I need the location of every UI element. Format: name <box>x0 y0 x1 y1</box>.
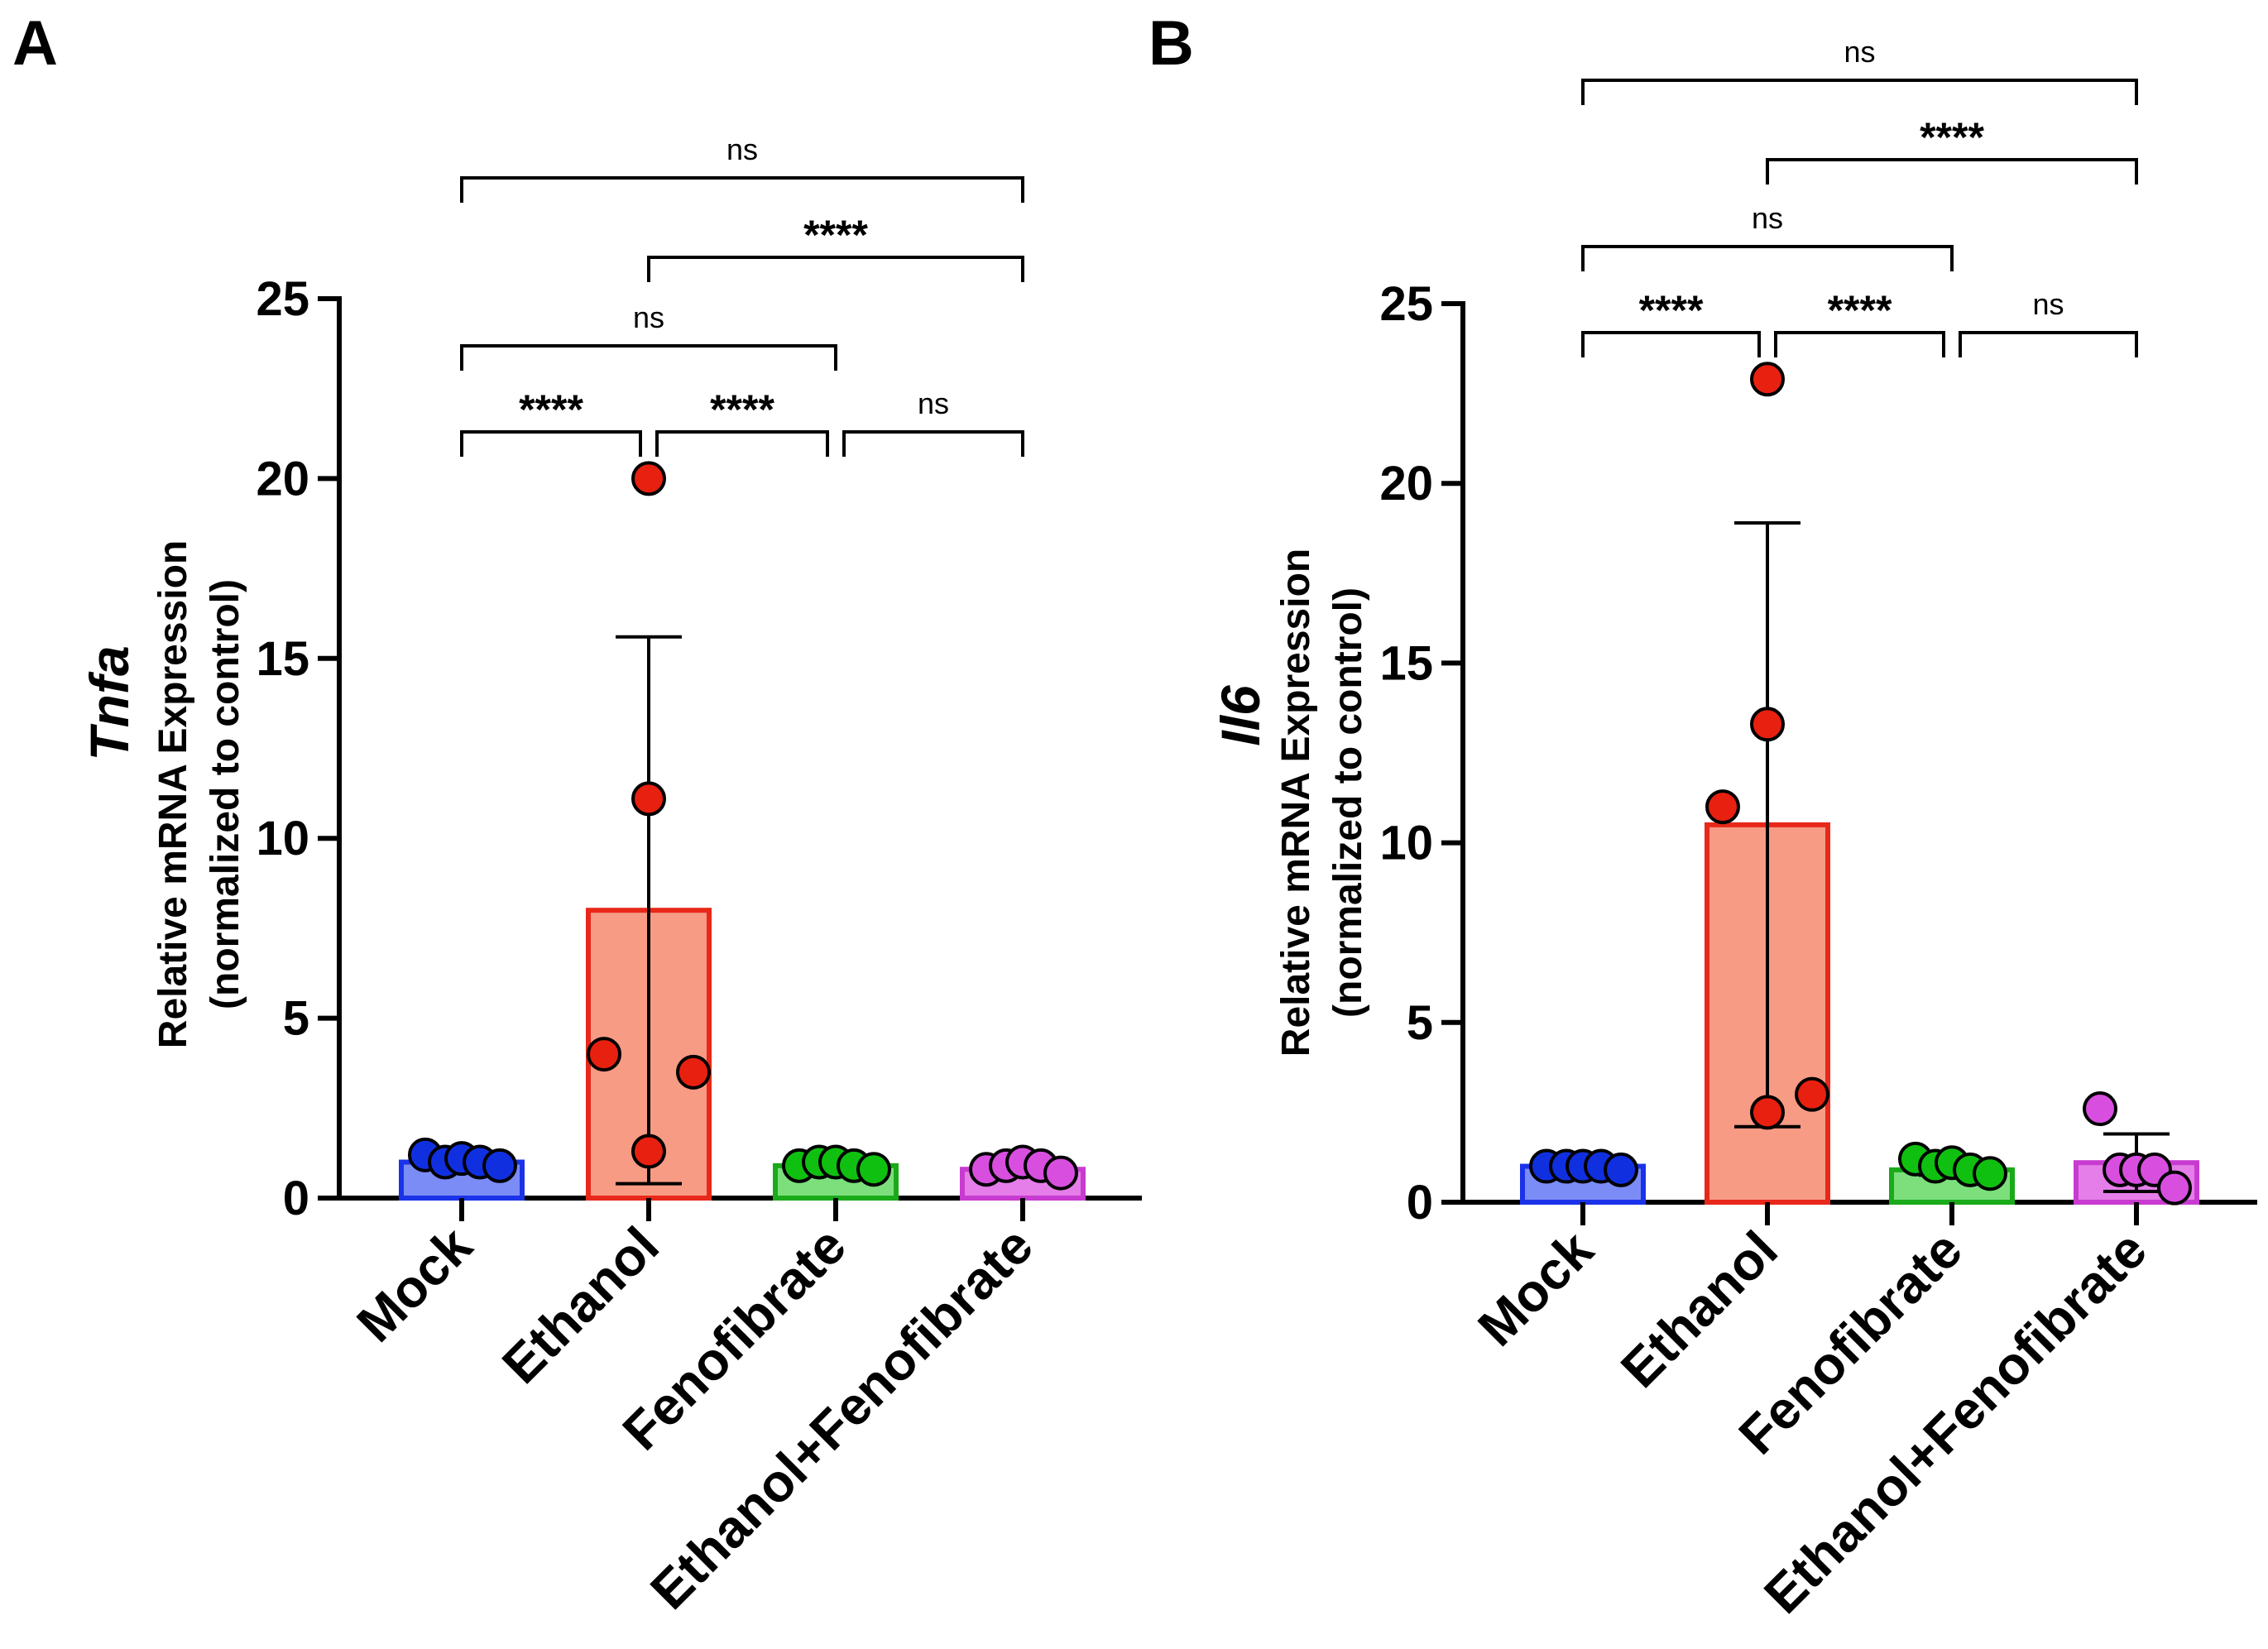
y-tick-label: 5 <box>283 992 309 1046</box>
significance-label: **** <box>519 386 583 433</box>
y-tick-label: 10 <box>256 812 309 865</box>
significance-bracket <box>1766 158 2138 185</box>
x-category-label: Mock <box>1466 1220 1604 1358</box>
significance-bracket <box>460 430 642 457</box>
y-axis-gene-label-b: Il6 <box>1210 684 1271 746</box>
y-tick-label: 0 <box>283 1172 309 1225</box>
significance-bracket <box>842 430 1024 457</box>
significance-label: ns <box>633 300 664 334</box>
significance-label: **** <box>803 212 868 258</box>
y-tick-label: 25 <box>1379 277 1433 331</box>
significance-label: **** <box>710 386 774 433</box>
significance-label: **** <box>1920 114 1984 161</box>
significance-bracket <box>460 344 837 371</box>
y-axis-label-line1-b: Relative mRNA Expression <box>1274 549 1318 1057</box>
x-category-label: Ethanol+Fenofibrate <box>639 1215 1044 1621</box>
significance-label: ns <box>918 386 949 420</box>
significance-bracket <box>460 176 1024 203</box>
significance-label: ns <box>1844 35 1875 69</box>
y-tick-label: 20 <box>1379 457 1433 511</box>
x-category-label: Ethanol <box>1609 1220 1789 1399</box>
data-point <box>856 1152 891 1187</box>
data-point <box>631 1134 666 1169</box>
significance-bracket <box>1774 331 1945 357</box>
data-point <box>587 1037 621 1072</box>
panel-a: A Tnfa Relative mRNA Expression (normali… <box>12 8 1142 1621</box>
data-point <box>1750 707 1785 742</box>
data-point <box>1750 362 1785 397</box>
x-category-label: Ethanol <box>491 1215 670 1395</box>
y-tick-label: 10 <box>1379 817 1433 870</box>
significance-label: **** <box>1828 287 1892 333</box>
data-point <box>676 1054 711 1090</box>
significance-bracket <box>1581 245 1954 271</box>
data-point <box>1795 1076 1829 1112</box>
significance-bracket <box>1581 331 1761 357</box>
significance-label: **** <box>1639 287 1704 333</box>
y-axis-label-line1-a: Relative mRNA Expression <box>151 540 195 1048</box>
significance-label: ns <box>726 132 758 166</box>
significance-bracket <box>655 430 829 457</box>
data-point <box>1604 1152 1638 1187</box>
x-category-label: Ethanol+Fenofibrate <box>1753 1220 2158 1625</box>
data-point <box>482 1148 517 1183</box>
data-point <box>2157 1170 2192 1206</box>
y-tick-label: 5 <box>1407 996 1433 1050</box>
data-point <box>2083 1091 2117 1127</box>
data-point <box>1750 1095 1785 1130</box>
y-tick-label: 25 <box>256 272 309 326</box>
significance-bracket <box>647 256 1024 282</box>
data-point <box>1973 1156 2007 1191</box>
y-axis-label-line2-a: (normalized to control) <box>204 579 247 1009</box>
panel-letter-b: B <box>1148 8 1194 79</box>
significance-label: ns <box>2032 287 2064 321</box>
data-point <box>1043 1155 1078 1191</box>
y-axis-gene-label-a: Tnfa <box>79 645 140 760</box>
significance-bracket <box>1959 331 2138 357</box>
panel-letter-a: A <box>12 8 58 79</box>
significance-bracket <box>1581 79 2138 105</box>
x-category-label: Mock <box>345 1215 483 1354</box>
panel-b: B Il6 Relative mRNA Expression (normaliz… <box>1148 8 2257 1625</box>
significance-label: ns <box>1752 201 1783 235</box>
y-tick-label: 20 <box>256 452 309 506</box>
data-point <box>631 781 666 817</box>
y-tick-label: 0 <box>1407 1176 1433 1230</box>
data-point <box>631 461 666 496</box>
y-tick-label: 15 <box>256 632 309 686</box>
y-tick-label: 15 <box>1379 636 1433 690</box>
y-axis-label-line2-b: (normalized to control) <box>1326 587 1370 1018</box>
data-point <box>1705 789 1740 825</box>
